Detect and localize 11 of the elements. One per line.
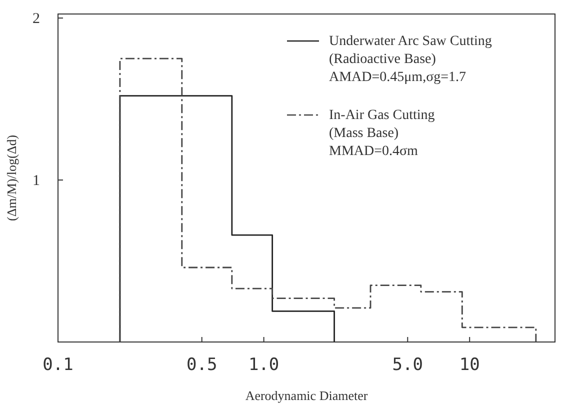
- legend-label: Underwater Arc Saw Cutting (Radioactive Base) AMAD=0.45μm,σg=1.7: [329, 34, 492, 85]
- legend-label: In-Air Gas Cutting (Mass Base) MMAD=0.4σm: [329, 108, 435, 159]
- x-axis-title: Aerodynamic Diameter: [245, 388, 368, 403]
- y-axis-title: (Δm/M)/log(Δd): [4, 134, 19, 222]
- y-tick-label: 1: [32, 172, 40, 189]
- x-tick-label: 5.0: [392, 355, 424, 376]
- y-tick-label: 2: [32, 10, 40, 27]
- x-tick-label: 0.1: [42, 355, 74, 376]
- x-tick-label: 1.0: [248, 355, 280, 376]
- x-tick-label: 0.5: [186, 355, 218, 376]
- x-tick-label: 10: [459, 355, 480, 376]
